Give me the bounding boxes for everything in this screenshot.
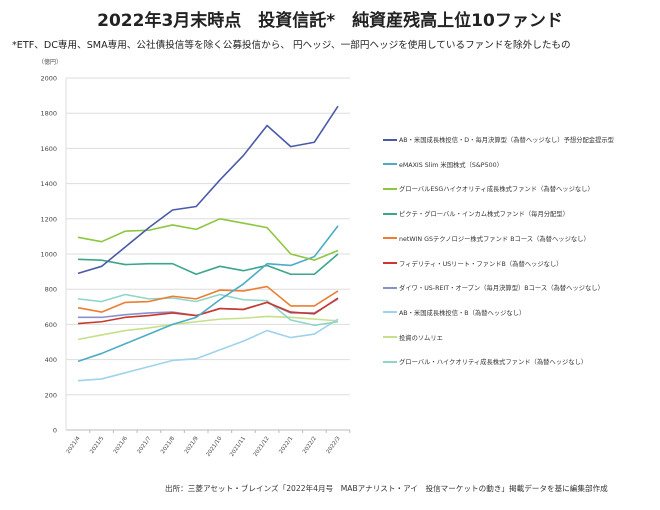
legend-item: ダイワ・US-REIT・オープン（毎月決算型）Bコース（為替ヘッジなし）: [383, 283, 604, 292]
legend-item: グローバルESGハイクオリティ成長株式ファンド（為替ヘッジなし）: [383, 184, 594, 193]
legend-label: 投資のソムリエ: [399, 334, 443, 342]
legend-item: 投資のソムリエ: [383, 333, 443, 342]
x-tick-label: 2021/5: [89, 435, 105, 455]
series-line: [77, 225, 339, 363]
legend-swatch: [383, 311, 397, 314]
series-line: [77, 318, 339, 382]
legend-swatch: [383, 336, 397, 339]
source-note: 出所：三菱アセット・ブレインズ「2022年4月号 MABアナリスト・アイ 投信マ…: [165, 484, 608, 493]
y-tick-label: 2000: [40, 75, 57, 83]
x-tick-label: 2021/11: [229, 436, 247, 458]
legend-label: フィデリティ・USリート・ファンドB（為替ヘッジなし）: [399, 260, 563, 268]
y-tick-label: 200: [45, 391, 57, 399]
legend-label: グローバル・ハイクオリティ成長株式ファンド（為替ヘッジなし）: [399, 359, 588, 367]
x-tick-label: 2021/12: [253, 436, 271, 458]
x-tick-label: 2022/3: [326, 435, 342, 455]
y-tick-label: 400: [45, 356, 57, 364]
y-tick-label: 1800: [40, 110, 57, 118]
legend-swatch: [383, 237, 397, 240]
legend-label: AB・米国成長株投信・D・毎月決算型（為替ヘッジなし）予想分配金提示型: [399, 137, 614, 144]
y-tick-label: 1200: [40, 215, 57, 223]
legend-swatch: [383, 163, 397, 166]
x-tick-label: 2022/1: [278, 436, 294, 455]
legend-item: eMAXIS Slim 米国株式（S&P500）: [383, 160, 503, 169]
legend-swatch: [383, 138, 397, 141]
legend-item: AB・米国成長株投信・B（為替ヘッジなし）: [383, 308, 525, 317]
y-tick-label: 1000: [40, 251, 57, 259]
y-tick-label: 800: [45, 286, 57, 294]
x-tick-label: 2021/10: [205, 435, 223, 458]
series-line: [77, 105, 339, 275]
legend-label: eMAXIS Slim 米国株式（S&P500）: [399, 161, 503, 169]
legend-label: AB・米国成長株投信・B（為替ヘッジなし）: [399, 309, 526, 317]
series-line: [77, 218, 339, 261]
legend-swatch: [383, 212, 397, 215]
series-line: [77, 315, 339, 341]
legend-label: グローバルESGハイクオリティ成長株式ファンド（為替ヘッジなし）: [399, 186, 594, 194]
x-tick-label: 2021/9: [184, 435, 200, 455]
legend-item: netWIN GSテクノロジー株式ファンド Bコース（為替ヘッジなし）: [383, 234, 590, 243]
legend-label: ピクテ・グローバル・インカム株式ファンド（毎月分配型）: [399, 211, 569, 219]
x-tick-label: 2021/4: [66, 435, 82, 455]
legend-item: グローバル・ハイクオリティ成長株式ファンド（為替ヘッジなし）: [383, 357, 587, 366]
y-tick-label: 1600: [40, 145, 57, 153]
x-tick-label: 2021/6: [113, 435, 129, 455]
chart-note: *ETF、DC専用、SMA専用、公社債投信等を除く公募投信から、 円ヘッジ、一部…: [12, 40, 571, 51]
legend-swatch: [383, 187, 397, 190]
legend-item: ピクテ・グローバル・インカム株式ファンド（毎月分配型）: [383, 209, 569, 218]
y-tick-label: 1400: [40, 180, 57, 188]
legend-label: netWIN GSテクノロジー株式ファンド Bコース（為替ヘッジなし）: [399, 235, 590, 243]
x-tick-label: 2022/2: [302, 436, 318, 455]
legend-item: AB・米国成長株投信・D・毎月決算型（為替ヘッジなし）予想分配金提示型: [383, 135, 614, 144]
legend-item: フィデリティ・USリート・ファンドB（為替ヘッジなし）: [383, 259, 563, 268]
legend-swatch: [383, 286, 397, 289]
series-line: [77, 253, 339, 276]
series-line: [77, 293, 339, 327]
series-line: [77, 285, 339, 313]
x-tick-label: 2021/7: [137, 435, 153, 455]
chart-title: 2022年3月末時点 投資信託* 純資産残高上位10ファンド: [97, 11, 563, 31]
legend-swatch: [383, 360, 397, 363]
x-tick-label: 2021/8: [160, 435, 176, 455]
y-tick-label: 0: [53, 427, 57, 435]
legend-label: ダイワ・US-REIT・オープン（毎月決算型）Bコース（為替ヘッジなし）: [399, 285, 604, 293]
series-line: [77, 297, 339, 325]
y-tick-label: 600: [45, 321, 57, 329]
legend-swatch: [383, 262, 397, 264]
y-axis-unit: （億円）: [38, 59, 63, 66]
